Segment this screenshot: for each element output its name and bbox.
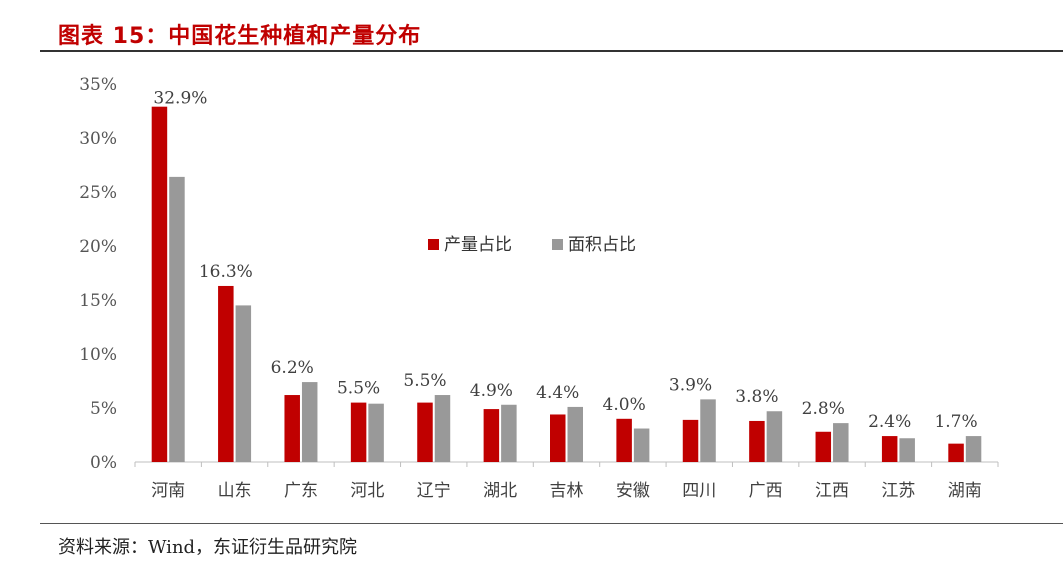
bar-production <box>749 420 765 462</box>
data-label: 2.4% <box>868 412 911 432</box>
source-note: 资料来源：Wind，东证衍生品研究院 <box>58 537 358 558</box>
data-label: 16.3% <box>199 262 253 282</box>
y-tick-label: 25% <box>79 183 117 203</box>
x-tick-label: 安徽 <box>616 481 650 501</box>
x-tick-label: 河南 <box>151 481 185 501</box>
bar-production <box>417 402 433 462</box>
bar-area <box>235 305 252 462</box>
bar-area <box>169 176 185 462</box>
data-label: 5.5% <box>403 371 446 391</box>
bar-production <box>483 409 500 462</box>
data-label: 4.0% <box>603 395 646 415</box>
x-tick-label: 吉林 <box>550 481 584 501</box>
legend-label: 面积占比 <box>568 235 636 255</box>
bar-area <box>434 395 451 462</box>
x-tick-label: 江苏 <box>881 481 915 501</box>
legend-swatch <box>428 239 439 250</box>
bar-production <box>350 402 367 462</box>
bar-production <box>948 443 964 462</box>
legend-label: 产量占比 <box>444 235 512 255</box>
x-tick-label: 辽宁 <box>417 481 451 501</box>
bar-production <box>550 414 566 462</box>
data-label: 5.5% <box>337 379 380 399</box>
x-tick-label: 广西 <box>749 481 783 501</box>
data-label: 2.8% <box>802 399 845 419</box>
bar-production <box>284 395 300 462</box>
bar-production <box>616 418 632 462</box>
data-label: 3.8% <box>735 387 778 407</box>
bar-production <box>815 431 832 462</box>
x-tick-label: 四川 <box>682 481 716 501</box>
bar-area <box>700 399 716 462</box>
y-tick-label: 35% <box>79 75 117 95</box>
bar-area <box>301 382 318 462</box>
bar-area <box>766 411 783 462</box>
bar-area <box>633 428 650 462</box>
y-tick-label: 20% <box>79 237 117 257</box>
bar-production <box>682 419 699 462</box>
source-rule <box>40 523 1063 524</box>
y-tick-label: 0% <box>90 453 117 473</box>
x-tick-label: 江西 <box>815 481 849 501</box>
bar-production <box>218 285 234 462</box>
chart: 0% 5% 10% 15% 20% 25% 30% 35% 32.9% 河南 16.3% 山东 6.2%… <box>79 75 999 501</box>
bar-area <box>965 436 982 462</box>
y-tick-label: 30% <box>79 129 117 149</box>
data-label: 3.9% <box>669 375 712 395</box>
data-label: 4.4% <box>536 383 579 403</box>
data-label: 32.9% <box>153 89 207 109</box>
y-tick-label: 5% <box>90 399 117 419</box>
bar-area <box>833 423 849 462</box>
title-rule <box>40 50 1063 52</box>
bar-area <box>899 438 915 462</box>
data-label: 4.9% <box>470 381 513 401</box>
x-tick-label: 湖北 <box>483 481 517 501</box>
bar-area <box>501 404 517 462</box>
bar-production <box>881 436 898 462</box>
legend-swatch <box>552 239 563 250</box>
x-tick-label: 山东 <box>218 481 252 501</box>
data-label: 6.2% <box>271 358 314 378</box>
bar-production <box>151 106 168 463</box>
x-tick-label: 河北 <box>350 481 384 501</box>
chart-title: 图表 15：中国花生种植和产量分布 <box>58 24 422 49</box>
y-tick-label: 10% <box>79 345 117 365</box>
bar-area <box>567 406 583 462</box>
x-tick-label: 湖南 <box>948 481 982 501</box>
y-tick-label: 15% <box>79 291 117 311</box>
data-label: 1.7% <box>934 412 977 432</box>
x-tick-label: 广东 <box>284 481 318 501</box>
bar-area <box>368 403 384 462</box>
